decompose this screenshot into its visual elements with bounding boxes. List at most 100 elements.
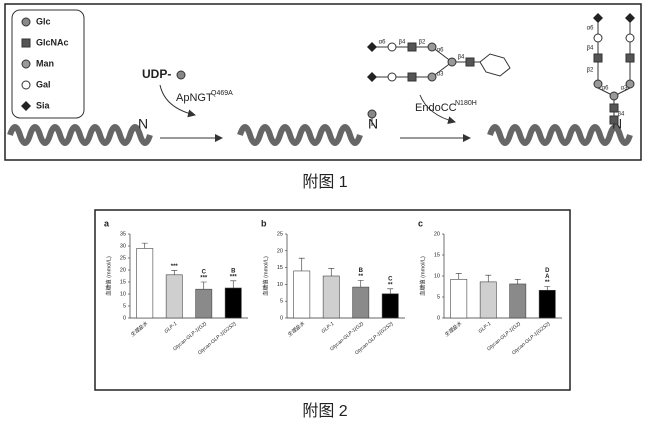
glcnac-symbol: [407, 72, 417, 82]
legend-label: Glc: [36, 16, 51, 26]
sia-symbol: [367, 72, 377, 82]
legend-label: Gal: [36, 79, 51, 89]
error-bar: [141, 242, 148, 249]
y-tick-label: 15: [434, 252, 440, 258]
linkage-label: β2: [419, 40, 426, 46]
glc-symbol: [21, 17, 31, 27]
significance-label: ***: [171, 264, 179, 270]
panel-label: c: [418, 218, 423, 228]
error-bar: [455, 273, 462, 280]
significance-label: A: [545, 274, 550, 280]
linkage-label: β4: [399, 40, 406, 46]
y-tick-label: 5: [280, 299, 283, 305]
linkage-label: β4: [618, 112, 625, 118]
bar: [538, 289, 556, 319]
legend-box: [11, 9, 85, 119]
significance-label: ***: [200, 276, 208, 282]
error-bar: [200, 281, 207, 290]
error-bar: [171, 270, 178, 275]
sia-symbol: [367, 42, 377, 52]
y-axis-label: 血糖值 (mmol/L): [261, 256, 269, 296]
legend-label: Man: [36, 58, 54, 68]
glc-symbol: [176, 70, 186, 80]
error-bar: [544, 286, 551, 291]
y-tick-label: 15: [277, 265, 283, 271]
significance-label: B: [359, 268, 364, 274]
bar: [195, 288, 213, 319]
y-tick-label: 0: [280, 315, 283, 321]
man-symbol: [447, 57, 457, 67]
y-tick-label: 10: [434, 273, 440, 279]
peptide-helix: [487, 124, 633, 146]
donor-label: UDP-: [142, 67, 171, 81]
panel-label: a: [104, 218, 110, 228]
donor-glycan-residues: α6 β4 β2 α6 α3 β4: [367, 40, 475, 82]
sia-symbol: [21, 101, 31, 111]
error-bar: [387, 288, 394, 294]
panel-label: b: [261, 218, 267, 228]
significance-label: **: [358, 274, 363, 280]
peptide-helix: [7, 124, 153, 146]
enzyme-mutation: Q469A: [211, 90, 233, 97]
y-axis-label: 血糖值 (mmol/L): [104, 256, 112, 296]
man-symbol: [427, 42, 437, 52]
significance-label: ***: [230, 274, 238, 280]
enzyme-label: ApNGT: [176, 92, 213, 104]
man-symbol: [593, 79, 603, 89]
glcnac-symbol: [609, 115, 619, 125]
legend: Glc GlcNAc Man Gal Sia: [21, 16, 69, 111]
y-tick-label: 0: [123, 315, 126, 321]
figure-caption: 附图 2: [302, 402, 347, 420]
glcnac-symbol: [465, 57, 475, 67]
bar: [509, 283, 527, 319]
y-tick-label: 5: [437, 294, 440, 300]
gal-symbol: [387, 72, 397, 82]
glc-symbol: [367, 109, 377, 119]
bar: [165, 274, 183, 319]
bar: [224, 287, 242, 319]
significance-label: **: [545, 280, 550, 286]
site-label: N: [368, 116, 378, 132]
linkage-label: α6: [602, 86, 609, 92]
arrow: [159, 84, 196, 118]
error-bar: [514, 279, 521, 284]
linkage-label: β2: [587, 68, 594, 74]
bar: [293, 270, 311, 319]
linkage-label: β4: [587, 46, 594, 52]
man-symbol: [625, 79, 635, 89]
y-tick-label: 25: [120, 255, 126, 261]
site-label: N: [138, 116, 148, 132]
y-tick-label: 0: [437, 315, 440, 321]
y-tick-label: 10: [120, 291, 126, 297]
arrow: [419, 94, 456, 125]
y-tick-label: 5: [123, 303, 126, 309]
glcnac-symbol: [593, 53, 603, 63]
enzyme-label: EndoCC: [415, 102, 457, 114]
linkage-label: α6: [587, 26, 594, 32]
glcnac-symbol: [625, 53, 635, 63]
y-axis-label: 血糖值 (mmol/L): [418, 256, 426, 296]
glcnac-symbol: [609, 103, 619, 113]
significance-label: C: [202, 270, 207, 276]
linkage-label: β4: [458, 55, 465, 61]
linkage-label: α3: [621, 86, 628, 92]
enzyme-mutation: N180H: [455, 100, 477, 107]
figure-caption: 附图 1: [302, 173, 347, 191]
y-tick-label: 25: [277, 231, 283, 237]
gal-symbol: [625, 33, 635, 43]
product-glycan-residues: α6 β4 β2 α6 α3 β4: [587, 13, 635, 125]
error-bar: [357, 280, 364, 288]
bar: [479, 281, 497, 319]
gal-symbol: [593, 33, 603, 43]
significance-label: B: [231, 268, 236, 274]
significance-label: C: [388, 276, 393, 282]
y-tick-label: 20: [434, 231, 440, 237]
gal-symbol: [21, 80, 31, 90]
error-bar: [298, 257, 305, 271]
glcnac-symbol: [21, 38, 31, 48]
man-symbol: [609, 91, 619, 101]
significance-label: **: [388, 282, 393, 288]
linkage-label: α6: [437, 48, 444, 54]
